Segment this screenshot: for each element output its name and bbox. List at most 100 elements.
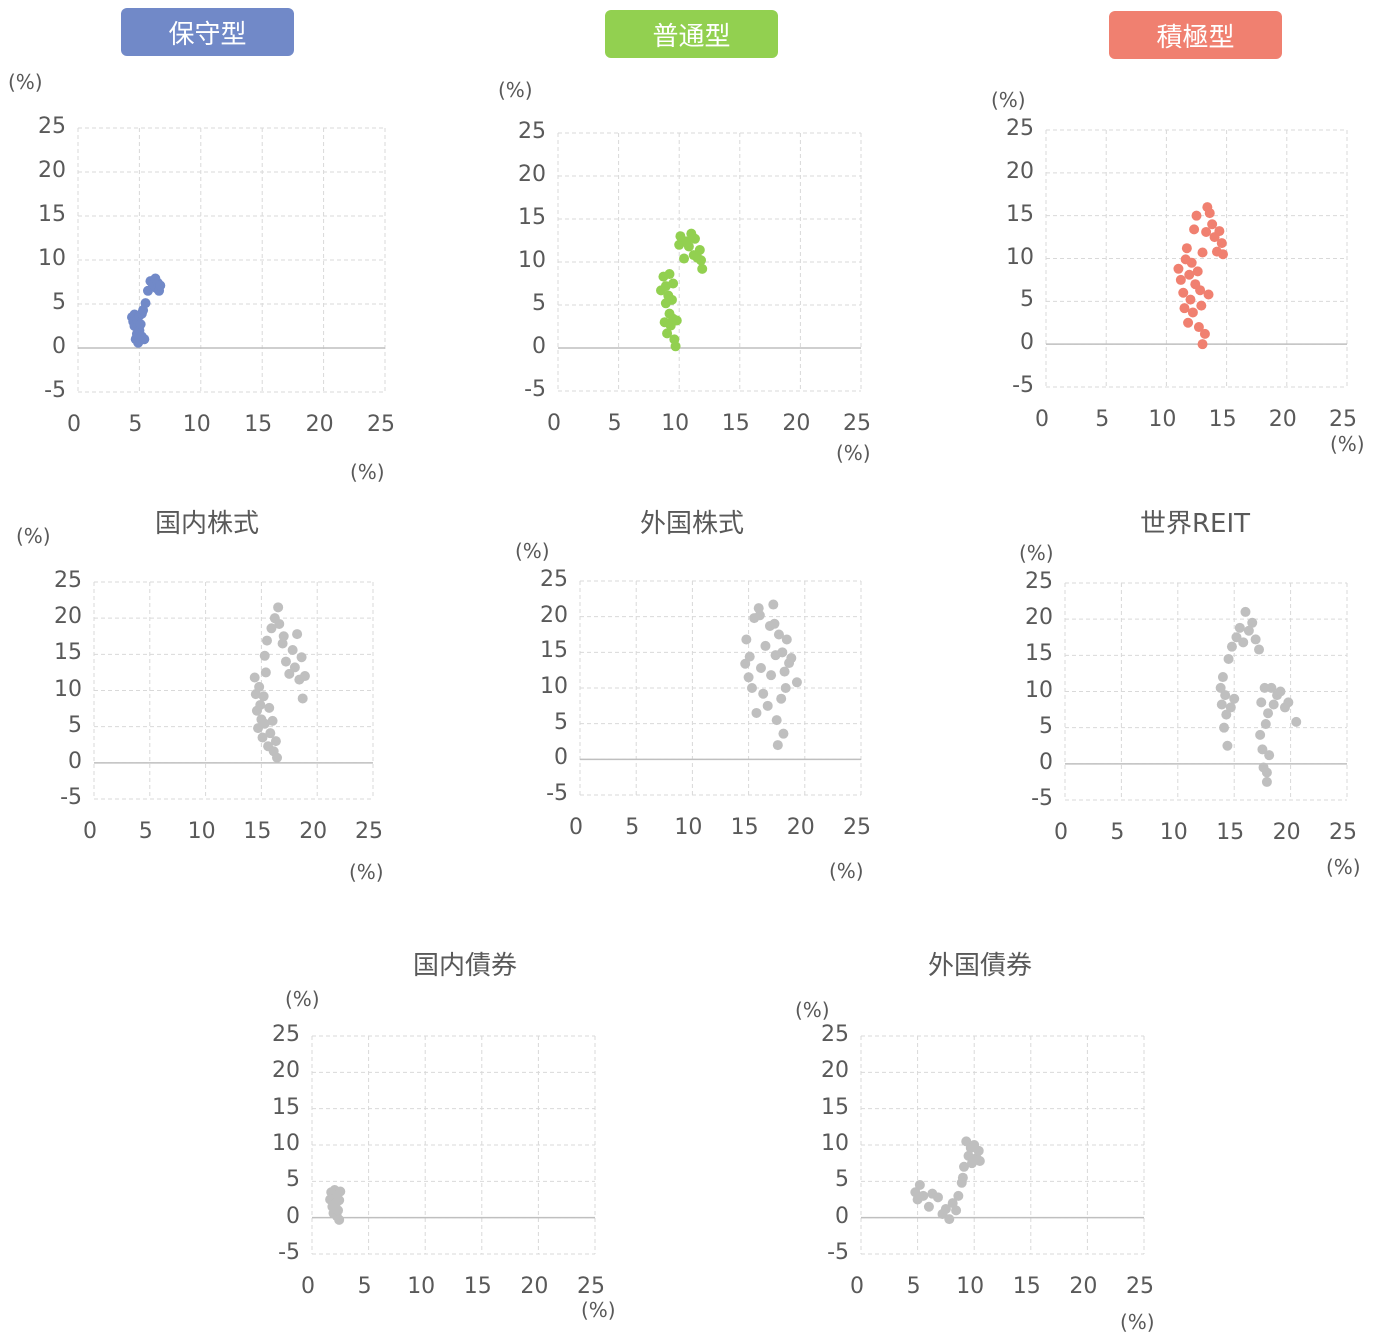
data-point	[932, 1192, 943, 1203]
y-axis-unit: (%)	[498, 78, 533, 102]
data-point	[296, 652, 307, 663]
chart-c0	[77, 127, 386, 393]
portfolio-type-badge: 普通型	[605, 10, 778, 58]
data-point	[1186, 257, 1197, 268]
y-tick-label: 20	[821, 1058, 849, 1084]
y-axis-unit: (%)	[1019, 541, 1054, 565]
data-point	[670, 341, 681, 352]
data-point	[679, 253, 690, 264]
y-tick-label: 5	[1020, 287, 1034, 313]
data-point	[155, 280, 166, 291]
data-point	[1187, 307, 1198, 318]
x-tick-label: 15	[463, 1274, 492, 1299]
data-point	[697, 263, 708, 274]
y-tick-label: 25	[518, 119, 546, 144]
y-tick-label: 0	[52, 334, 66, 359]
x-tick-label: 15	[730, 815, 759, 840]
data-point	[923, 1201, 934, 1212]
y-axis-unit: (%)	[16, 524, 51, 548]
chart-c4	[579, 580, 862, 796]
data-point	[273, 602, 284, 613]
y-tick-label: 15	[272, 1094, 300, 1120]
data-point	[671, 315, 682, 326]
y-tick-label: 0	[68, 748, 82, 774]
data-point	[1217, 672, 1228, 683]
y-tick-label: 25	[540, 567, 568, 592]
data-point	[951, 1205, 962, 1216]
data-point	[297, 693, 308, 704]
data-point	[1175, 274, 1186, 285]
data-point	[1247, 617, 1258, 628]
y-tick-label: 25	[1025, 569, 1053, 594]
data-point	[1204, 208, 1215, 219]
y-tick-label: -5	[524, 377, 546, 402]
data-point	[272, 752, 283, 763]
y-tick-label: 5	[68, 712, 82, 738]
y-tick-label: 10	[272, 1131, 300, 1156]
x-tick-label: 25	[355, 819, 383, 844]
data-point	[766, 670, 777, 681]
data-point	[264, 702, 275, 713]
y-tick-label: 25	[1006, 116, 1034, 141]
x-tick-label: 15	[243, 819, 272, 844]
data-point	[1173, 263, 1184, 274]
chart-c6	[311, 1035, 596, 1255]
y-tick-label: 15	[38, 202, 66, 227]
data-point	[1184, 269, 1195, 280]
x-tick-label: 5	[1110, 820, 1125, 845]
data-point	[1195, 285, 1206, 296]
x-tick-label: 10	[182, 412, 211, 437]
x-tick-label: 20	[299, 819, 328, 844]
data-point	[1250, 634, 1261, 645]
y-tick-label: 15	[518, 205, 546, 230]
data-point	[1256, 697, 1267, 708]
data-point	[1215, 682, 1226, 693]
y-tick-label: -5	[1012, 373, 1034, 398]
data-point	[1229, 693, 1240, 704]
x-tick-label: 5	[1095, 407, 1110, 432]
x-tick-label: 25	[843, 411, 871, 436]
y-tick-label: -5	[827, 1240, 849, 1265]
x-tick-label: 15	[1208, 407, 1237, 432]
x-tick-label: 5	[357, 1274, 372, 1299]
data-point	[755, 663, 766, 674]
x-tick-label: 25	[843, 815, 871, 840]
data-point	[780, 683, 791, 693]
y-tick-label: 5	[532, 291, 546, 316]
y-axis-unit: (%)	[8, 70, 43, 94]
y-tick-label: 5	[835, 1167, 849, 1193]
data-point	[330, 1202, 341, 1213]
data-point	[1238, 637, 1249, 648]
data-point	[1283, 697, 1294, 708]
data-point	[760, 640, 771, 651]
data-point	[694, 244, 705, 255]
x-tick-label: 10	[674, 815, 703, 840]
y-tick-label: 0	[1020, 330, 1034, 356]
data-point	[771, 715, 782, 726]
y-tick-label: 0	[1039, 749, 1053, 775]
x-tick-label: 0	[569, 815, 583, 840]
data-point	[265, 728, 276, 739]
chart-title: 国内株式	[154, 509, 259, 539]
data-point	[1178, 287, 1189, 298]
data-point	[1257, 744, 1268, 755]
y-tick-label: 10	[518, 248, 546, 273]
x-tick-label: 0	[850, 1274, 864, 1299]
data-point	[1191, 210, 1202, 221]
data-point	[959, 1161, 970, 1172]
y-tick-label: 5	[554, 709, 568, 735]
portfolio-type-badge: 積極型	[1109, 11, 1282, 59]
x-tick-label: 10	[1148, 407, 1177, 432]
data-point	[274, 618, 285, 629]
x-tick-label: 10	[407, 1274, 436, 1299]
data-point	[1216, 699, 1227, 710]
data-point	[772, 740, 783, 751]
y-tick-label: 0	[532, 334, 546, 359]
data-point	[776, 693, 787, 704]
data-point	[973, 1145, 984, 1156]
data-point	[1193, 322, 1204, 333]
x-axis-unit: (%)	[350, 460, 385, 484]
data-point	[278, 631, 289, 642]
chart-c5	[1064, 582, 1348, 801]
